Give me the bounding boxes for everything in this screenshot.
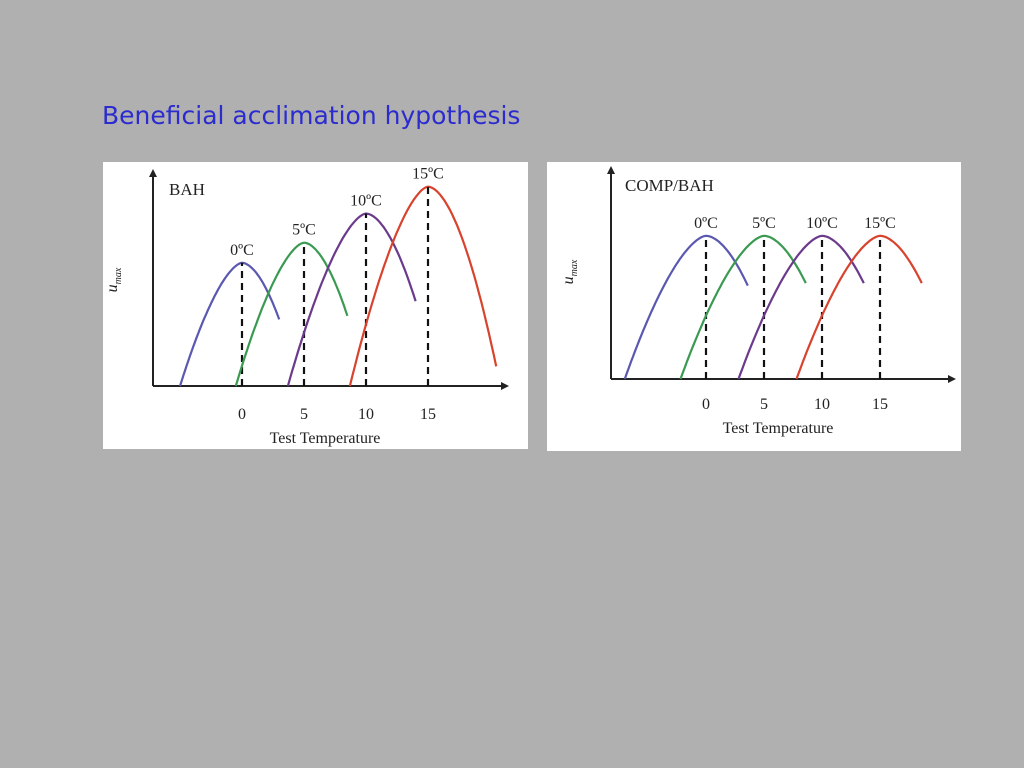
series-curve-1: [679, 234, 807, 380]
x-tick-label: 15: [420, 406, 436, 423]
series-label: 0ºC: [694, 215, 718, 232]
series-label: 10ºC: [350, 193, 382, 210]
x-axis-label: Test Temperature: [723, 420, 834, 437]
series-label: 5ºC: [752, 215, 776, 232]
chart-title: COMP/BAH: [625, 176, 714, 195]
series-label: 15ºC: [412, 166, 444, 183]
y-axis-label: umax: [104, 267, 124, 292]
chart-title: BAH: [169, 180, 205, 199]
bah-chart: BAH 0 5 10 15 Test Temperature umax 0ºC 5ºC 10ºC 1…: [104, 166, 509, 447]
comp-bah-chart: COMP/BAH 0 5 10 15 Test Temperature umax 0ºC 5ºC…: [560, 166, 956, 437]
series-curve-1: [234, 241, 349, 387]
series-curve-0: [623, 234, 749, 380]
x-tick-label: 0: [702, 396, 710, 413]
y-axis-label: umax: [560, 259, 580, 284]
x-tick-label: 5: [760, 396, 768, 413]
series-label: 5ºC: [292, 222, 316, 239]
x-tick-label: 10: [814, 396, 830, 413]
series-label: 15ºC: [864, 215, 896, 232]
x-axis-label: Test Temperature: [270, 430, 381, 447]
series-label: 10ºC: [806, 215, 838, 232]
x-tick-label: 15: [872, 396, 888, 413]
series-curve-2: [286, 212, 417, 387]
x-tick-label: 5: [300, 406, 308, 423]
slide-title: Beneficial acclimation hypothesis: [102, 101, 521, 130]
series-curve-3: [348, 185, 498, 387]
x-tick-label: 10: [358, 406, 374, 423]
series-curve-0: [178, 261, 281, 387]
series-curve-3: [795, 234, 923, 380]
series-label: 0ºC: [230, 242, 254, 259]
chart-panel-comp-bah: COMP/BAH 0 5 10 15 Test Temperature umax 0ºC 5ºC…: [547, 162, 961, 451]
x-tick-label: 0: [238, 406, 246, 423]
series-curve-2: [737, 234, 865, 380]
chart-panel-bah: BAH 0 5 10 15 Test Temperature umax 0ºC 5ºC 10ºC 1…: [103, 162, 528, 449]
